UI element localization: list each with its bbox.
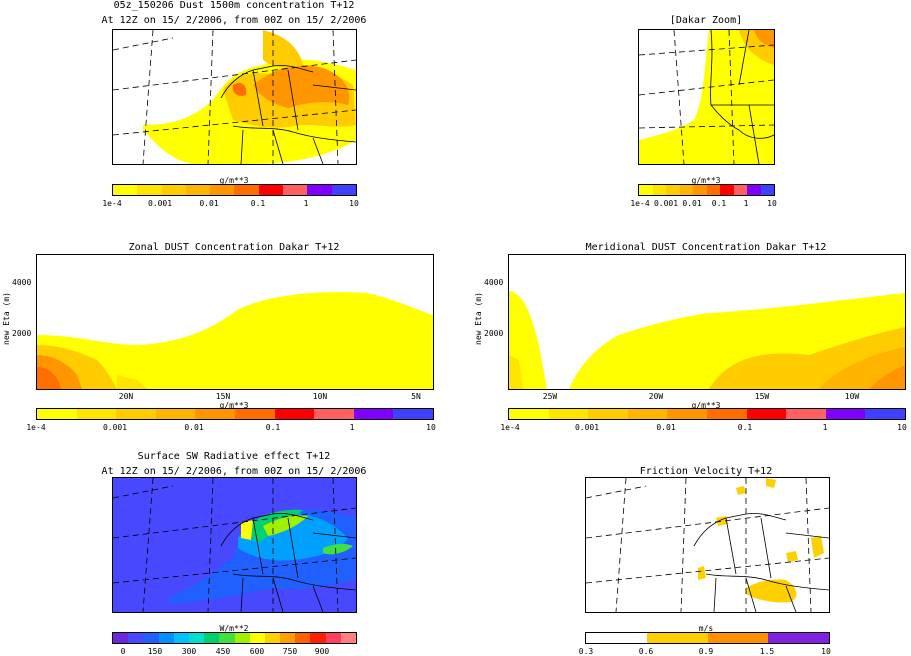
panel3-tick: 1e-4 xyxy=(26,423,46,432)
panel1-tick: 1e-4 xyxy=(102,199,122,208)
panel5-tick: 0 xyxy=(120,647,126,656)
panel1-colorbar xyxy=(112,184,357,196)
dakar-zoom-map xyxy=(638,29,775,165)
sw-radiative-map xyxy=(112,477,357,613)
panel4-tick: 1e-4 xyxy=(500,423,520,432)
panel4-tick: 10 xyxy=(897,423,907,432)
panel4-title: Meridional DUST Concentration Dakar T+12 xyxy=(585,242,827,253)
panel2-title: [Dakar Zoom] xyxy=(669,15,743,26)
panel6-tick: 10 xyxy=(821,647,831,656)
panel5-tick: 300 xyxy=(181,647,197,656)
panel2-tick: 1 xyxy=(743,199,749,208)
panel6-tick: 0.3 xyxy=(578,647,594,656)
panel3-tick: 0.001 xyxy=(102,423,128,432)
panel3-tick: 0.1 xyxy=(265,423,281,432)
panel2-tick: 1e-4 xyxy=(630,199,650,208)
panel3-ytick: 4000 xyxy=(12,278,32,287)
panel4-tick: 0.001 xyxy=(574,423,600,432)
friction-velocity-map xyxy=(585,477,830,613)
panel2-units: g/m**3 xyxy=(691,176,721,185)
panel5-subtitle: At 12Z on 15/ 2/2006, from 00Z on 15/ 2/… xyxy=(101,466,367,477)
panel3-colorbar xyxy=(36,408,434,420)
panel6-title: Friction Velocity T+12 xyxy=(639,466,773,477)
panel3-xtick: 15N xyxy=(215,392,231,401)
panel5-tick: 450 xyxy=(215,647,231,656)
panel4-tick: 0.01 xyxy=(656,423,676,432)
panel4-ylabel: new Eta (m) xyxy=(474,292,483,345)
panel2-tick: 0.01 xyxy=(682,199,702,208)
panel1-tick: 0.001 xyxy=(147,199,173,208)
panel6-tick: 0.9 xyxy=(698,647,714,656)
panel5-colorbar xyxy=(112,632,357,644)
panel5-tick: 600 xyxy=(249,647,265,656)
panel4-ytick: 2000 xyxy=(484,329,504,338)
panel4-xtick: 25W xyxy=(542,392,558,401)
panel5-units: W/m**2 xyxy=(219,624,249,633)
panel4-tick: 1 xyxy=(822,423,828,432)
panel2-tick: 0.1 xyxy=(711,199,727,208)
panel5-tick: 900 xyxy=(314,647,330,656)
panel3-tick: 1 xyxy=(349,423,355,432)
panel6-units: m/s xyxy=(698,624,714,633)
panel5-tick: 150 xyxy=(147,647,163,656)
panel1-title: 05z_150206 Dust 1500m concentration T+12 xyxy=(113,0,355,11)
panel3-tick: 0.01 xyxy=(184,423,204,432)
panel4-units: g/m**3 xyxy=(691,401,721,410)
panel1-tick: 10 xyxy=(349,199,359,208)
panel2-tick: 0.001 xyxy=(653,199,679,208)
panel2-tick: 10 xyxy=(767,199,777,208)
panel4-ytick: 4000 xyxy=(484,278,504,287)
panel5-tick: 750 xyxy=(282,647,298,656)
panel1-tick: 0.01 xyxy=(199,199,219,208)
panel5-title: Surface SW Radiative effect T+12 xyxy=(137,451,331,462)
dust-map xyxy=(112,29,357,165)
panel3-xtick: 5N xyxy=(411,392,421,401)
panel1-units: g/m**3 xyxy=(219,176,249,185)
panel4-colorbar xyxy=(508,408,906,420)
panel6-tick: 0.6 xyxy=(638,647,654,656)
panel2-colorbar xyxy=(638,184,775,196)
panel4-xtick: 20W xyxy=(648,392,664,401)
panel3-xtick: 10N xyxy=(312,392,328,401)
panel4-xtick: 15W xyxy=(754,392,770,401)
panel3-xtick: 20N xyxy=(118,392,134,401)
panel1-subtitle: At 12Z on 15/ 2/2006, from 00Z on 15/ 2/… xyxy=(101,15,367,26)
panel4-tick: 0.1 xyxy=(737,423,753,432)
panel3-ytick: 2000 xyxy=(12,329,32,338)
panel1-tick: 1 xyxy=(303,199,309,208)
panel3-ylabel: new Eta (m) xyxy=(2,292,11,345)
panel6-colorbar xyxy=(585,632,830,644)
panel4-xtick: 10W xyxy=(844,392,860,401)
zonal-section xyxy=(36,254,434,390)
panel3-tick: 10 xyxy=(426,423,436,432)
panel3-title: Zonal DUST Concentration Dakar T+12 xyxy=(128,242,340,253)
panel1-tick: 0.1 xyxy=(250,199,266,208)
meridional-section xyxy=(508,254,906,390)
panel3-units: g/m**3 xyxy=(219,401,249,410)
panel6-tick: 1.5 xyxy=(759,647,775,656)
